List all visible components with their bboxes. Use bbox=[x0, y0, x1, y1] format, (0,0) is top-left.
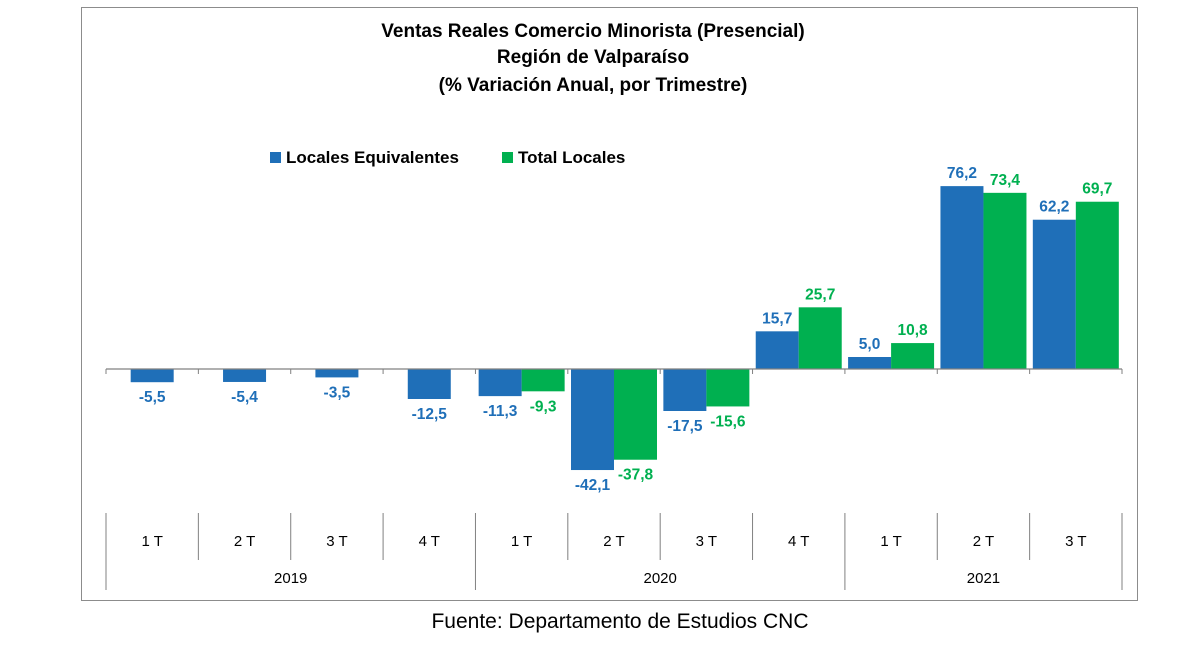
data-label-total-11: 69,7 bbox=[1082, 181, 1112, 198]
data-label-total-9: 10,8 bbox=[898, 322, 929, 339]
bar-equivalentes-8 bbox=[755, 331, 799, 369]
data-label-equivalentes-3: -3,5 bbox=[324, 384, 351, 401]
data-label-total-10: 73,4 bbox=[990, 172, 1021, 189]
data-label-equivalentes-10: 76,2 bbox=[947, 165, 977, 182]
bar-total-5 bbox=[521, 369, 565, 392]
bar-equivalentes-2 bbox=[223, 369, 267, 382]
chart-title-line-1: Ventas Reales Comercio Minorista (Presen… bbox=[381, 21, 804, 42]
category-label-3: 3 T bbox=[326, 533, 347, 550]
data-label-equivalentes-4: -12,5 bbox=[412, 406, 448, 423]
bar-equivalentes-4 bbox=[407, 369, 451, 399]
bar-total-8 bbox=[798, 307, 842, 369]
source-note: Fuente: Departamento de Estudios CNC bbox=[431, 610, 809, 633]
category-label-7: 3 T bbox=[696, 533, 717, 550]
bar-equivalentes-5 bbox=[478, 369, 522, 397]
category-label-11: 3 T bbox=[1065, 533, 1086, 550]
category-label-10: 2 T bbox=[973, 533, 994, 550]
data-label-total-6: -37,8 bbox=[618, 467, 654, 484]
category-label-2: 2 T bbox=[234, 533, 255, 550]
year-label-2020: 2020 bbox=[643, 570, 676, 587]
bar-equivalentes-7 bbox=[663, 369, 707, 411]
legend-label-1: Locales Equivalentes bbox=[286, 148, 459, 167]
bar-equivalentes-9 bbox=[848, 357, 892, 369]
legend-swatch-2 bbox=[502, 152, 513, 163]
legend-swatch-1 bbox=[270, 152, 281, 163]
category-label-8: 4 T bbox=[788, 533, 809, 550]
data-label-equivalentes-7: -17,5 bbox=[667, 418, 703, 435]
chart-title-line-2: Región de Valparaíso bbox=[497, 47, 689, 68]
bar-equivalentes-11 bbox=[1032, 219, 1076, 369]
bar-total-7 bbox=[706, 369, 750, 407]
bar-equivalentes-10 bbox=[940, 186, 984, 369]
bar-total-9 bbox=[891, 343, 935, 369]
year-label-2019: 2019 bbox=[274, 570, 307, 587]
bar-total-11 bbox=[1075, 201, 1119, 369]
bar-equivalentes-3 bbox=[315, 369, 359, 378]
chart-title-line-3: (% Variación Anual, por Trimestre) bbox=[439, 75, 748, 96]
data-label-equivalentes-1: -5,5 bbox=[139, 389, 166, 406]
category-label-4: 4 T bbox=[419, 533, 440, 550]
bar-total-6 bbox=[614, 369, 657, 460]
data-label-equivalentes-9: 5,0 bbox=[859, 336, 881, 353]
category-label-9: 1 T bbox=[880, 533, 901, 550]
data-label-equivalentes-6: -42,1 bbox=[575, 477, 611, 494]
bar-equivalentes-6 bbox=[571, 369, 614, 471]
year-label-2021: 2021 bbox=[967, 570, 1000, 587]
bar-total-10 bbox=[983, 192, 1027, 369]
category-label-6: 2 T bbox=[603, 533, 624, 550]
data-label-equivalentes-11: 62,2 bbox=[1039, 199, 1069, 216]
data-label-total-5: -9,3 bbox=[530, 398, 557, 415]
data-label-total-8: 25,7 bbox=[805, 286, 835, 303]
legend-label-2: Total Locales bbox=[518, 148, 625, 167]
category-label-5: 1 T bbox=[511, 533, 532, 550]
category-label-1: 1 T bbox=[141, 533, 162, 550]
data-label-equivalentes-5: -11,3 bbox=[483, 403, 518, 420]
bar-equivalentes-1 bbox=[130, 369, 174, 383]
data-label-total-7: -15,6 bbox=[710, 413, 746, 430]
data-label-equivalentes-8: 15,7 bbox=[762, 310, 792, 327]
data-label-equivalentes-2: -5,4 bbox=[231, 389, 258, 406]
chart-frame bbox=[81, 7, 1138, 601]
